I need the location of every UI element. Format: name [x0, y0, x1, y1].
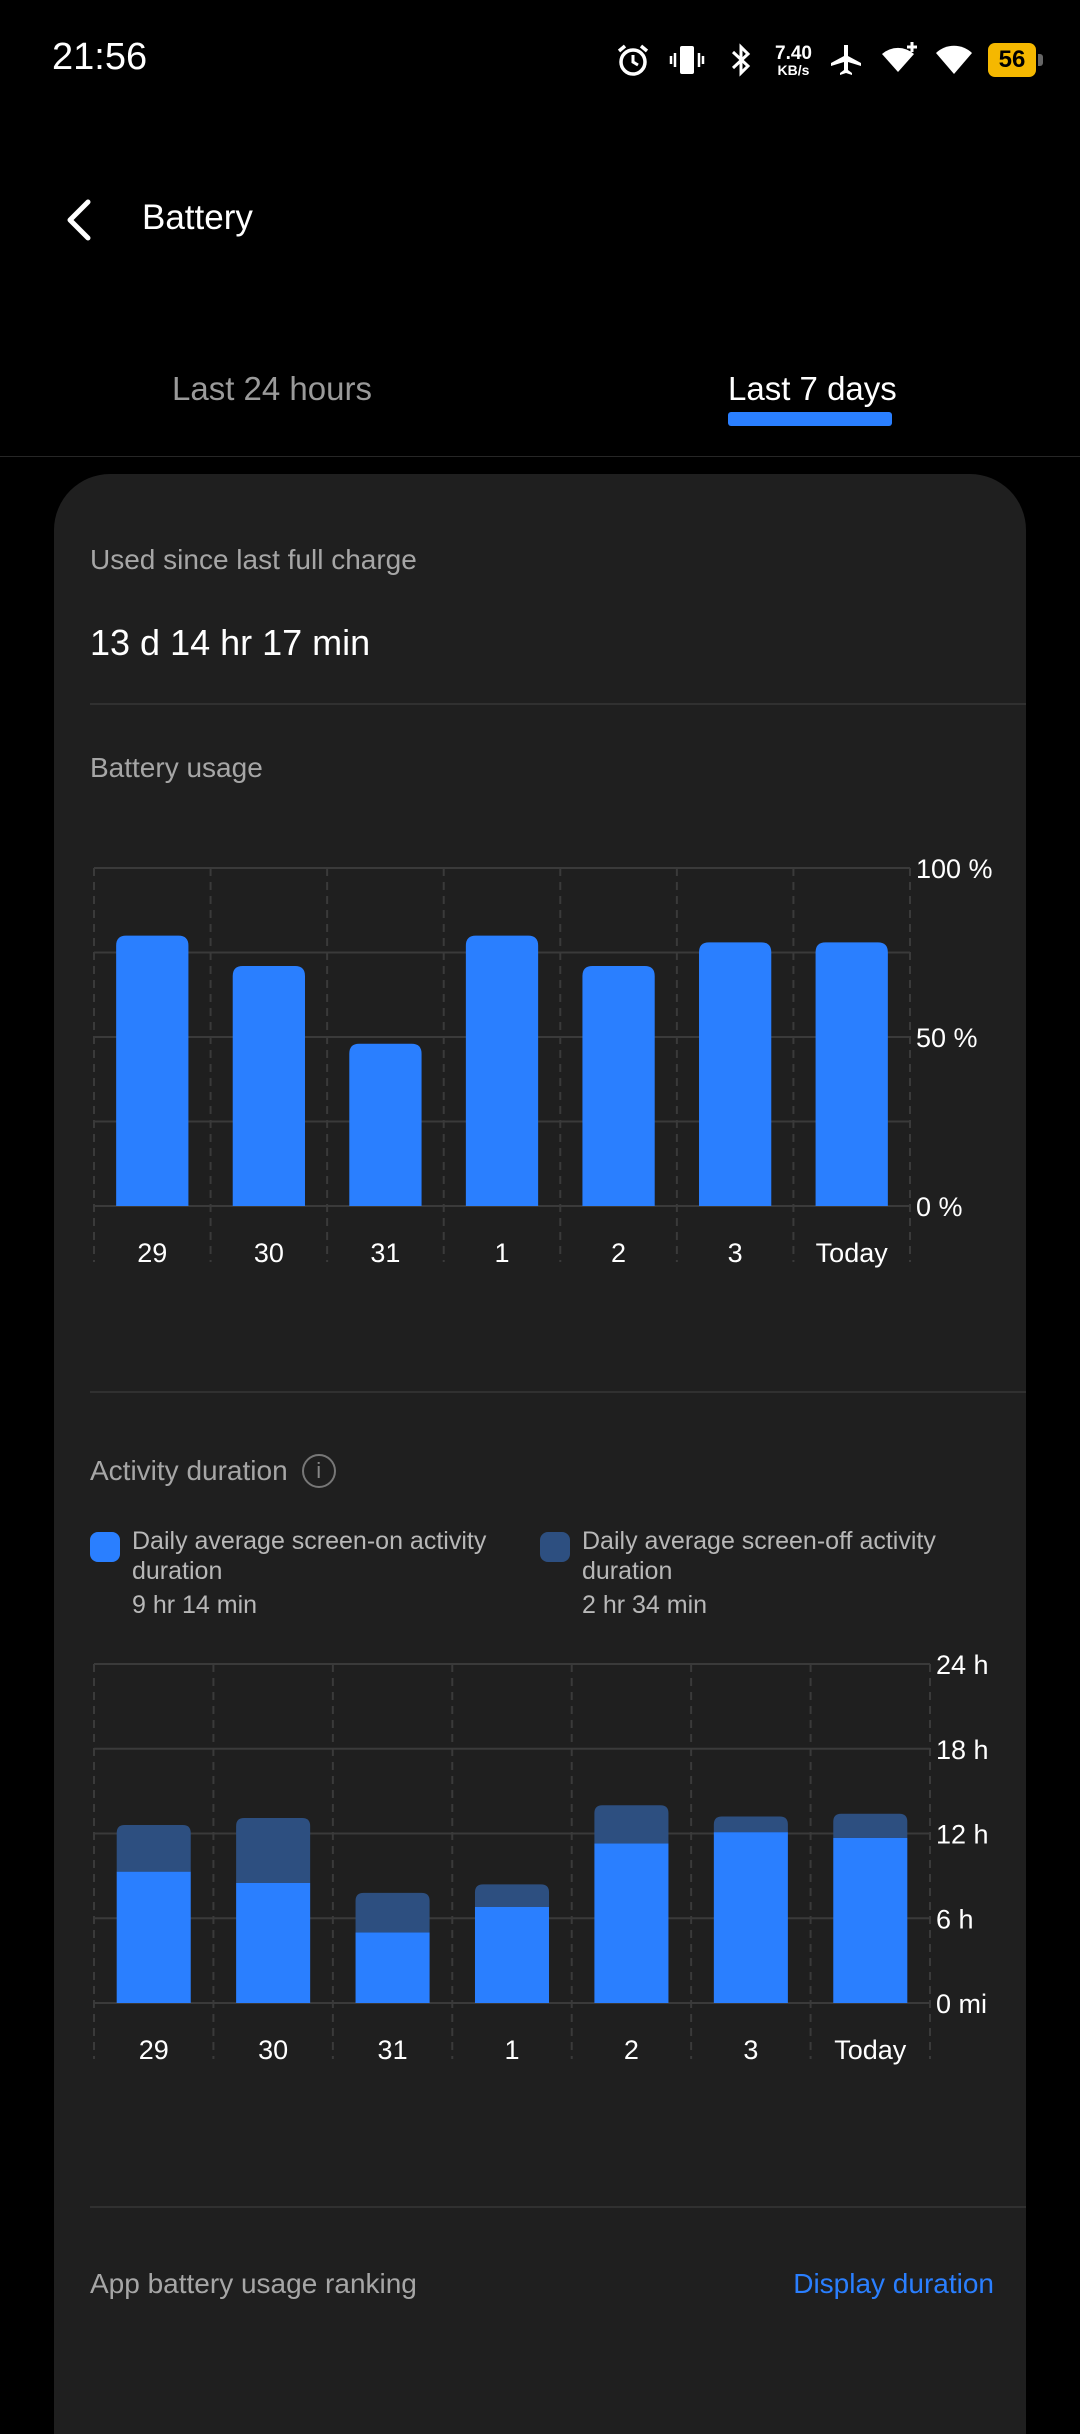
wifi-plus-icon [880, 40, 920, 80]
y-tick-label: 100 % [916, 854, 993, 884]
legend-swatch-screen-off [540, 1532, 570, 1562]
bar-29 [116, 935, 189, 1206]
y-tick-label: 12 h [936, 1820, 989, 1850]
y-tick-label: 0 % [916, 1192, 963, 1222]
legend-screen-on-text: Daily average screen-on activity duratio… [132, 1527, 487, 1585]
battery-usage-label: Battery usage [90, 752, 263, 783]
x-tick-label: 3 [728, 1238, 743, 1268]
tab-indicator [728, 412, 892, 426]
y-tick-label: 24 h [936, 1650, 989, 1680]
bar-Today [815, 942, 888, 1206]
bar-segment-Today [833, 1837, 908, 2003]
activity-duration-chart[interactable]: 29 30 31 1 2 3 Today 24 h 18 h 12 h 6 h 0 mi [90, 1650, 1026, 2090]
x-tick-label: 2 [611, 1238, 626, 1268]
tab-last-24-hours[interactable]: Last 24 hours [172, 370, 372, 407]
ranking-row: App battery usage ranking Display durati… [90, 2268, 994, 2300]
wifi-icon [934, 40, 974, 80]
x-tick-label: Today [816, 1238, 889, 1268]
battery-level: 56 [998, 46, 1026, 73]
bar-segment-2 [594, 1805, 669, 1844]
battery-card: Used since last full charge 13 d 14 hr 1… [54, 474, 1026, 2434]
bar-1 [465, 935, 539, 1206]
divider [90, 1391, 1026, 1393]
bar-segment-1 [474, 1884, 550, 1907]
legend-swatch-screen-on [90, 1532, 120, 1562]
chevron-left-icon [67, 199, 91, 241]
x-tick-label: 29 [139, 2035, 169, 2065]
x-tick-label: 2 [624, 2035, 639, 2065]
x-tick-label: 29 [137, 1238, 167, 1268]
status-time: 21:56 [52, 36, 148, 78]
bar-segment-30 [236, 1817, 311, 1883]
app-ranking-label: App battery usage ranking [90, 2268, 417, 2299]
bar-segment-30 [236, 1882, 311, 2003]
bar-segment-29 [116, 1825, 191, 1872]
legend-screen-on: Daily average screen-on activity duratio… [90, 1526, 512, 1620]
x-tick-label: 30 [258, 2035, 288, 2065]
airplane-icon [826, 40, 866, 80]
battery-usage-chart[interactable]: 29 30 31 1 2 3 Today 100 % 50 % 0 % [90, 854, 1026, 1294]
divider [90, 2206, 1026, 2208]
x-tick-label: 3 [743, 2035, 758, 2065]
info-icon[interactable]: i [301, 1454, 336, 1488]
bar-segment-31 [355, 1932, 430, 2003]
period-tabs: Last 24 hours Last 7 days [0, 360, 1080, 457]
battery-icon: 56 [988, 43, 1043, 77]
vibrate-icon [667, 40, 707, 80]
page-title: Battery [142, 198, 253, 237]
bar-segment-3 [713, 1816, 788, 1833]
x-tick-label: 30 [254, 1238, 284, 1268]
bar-31 [349, 1043, 422, 1206]
app-header: Battery [0, 180, 1080, 260]
network-speed: 7.40 KB/s [775, 42, 812, 78]
bar-segment-2 [594, 1843, 669, 2003]
bar-segment-29 [116, 1871, 191, 2003]
activity-duration-header: Activity duration i [90, 1454, 336, 1488]
status-bar: 21:56 7.40 KB/s 56 [0, 0, 1080, 120]
y-tick-label: 18 h [936, 1735, 989, 1765]
bar-segment-31 [355, 1892, 430, 1933]
tab-last-7-days[interactable]: Last 7 days [728, 370, 897, 407]
y-tick-label: 0 mi [936, 1989, 987, 2019]
legend-screen-off-duration: 2 hr 34 min [582, 1591, 708, 1619]
x-tick-label: 1 [504, 2035, 519, 2065]
y-tick-label: 50 % [916, 1023, 978, 1053]
legend-screen-on-duration: 9 hr 14 min [132, 1591, 258, 1619]
activity-duration-label: Activity duration [90, 1455, 288, 1486]
legend-screen-off: Daily average screen-off activity durati… [540, 1526, 962, 1620]
used-since-value: 13 d 14 hr 17 min [90, 622, 371, 663]
status-icons: 7.40 KB/s 56 [613, 38, 1043, 82]
legend-screen-off-text: Daily average screen-off activity durati… [582, 1527, 936, 1585]
back-button[interactable] [52, 192, 108, 248]
used-since-label: Used since last full charge [90, 544, 417, 575]
x-tick-label: 31 [378, 2035, 408, 2065]
divider [90, 703, 1026, 705]
bar-2 [582, 966, 655, 1206]
alarm-icon [613, 40, 653, 80]
display-duration-link[interactable]: Display duration [793, 2268, 994, 2299]
x-tick-label: Today [834, 2035, 907, 2065]
bluetooth-icon [721, 40, 761, 80]
x-tick-label: 31 [370, 1238, 400, 1268]
x-tick-label: 1 [494, 1238, 509, 1268]
bar-segment-Today [833, 1813, 908, 1838]
bar-3 [699, 942, 772, 1206]
bar-30 [232, 966, 305, 1206]
bar-segment-1 [474, 1906, 550, 2003]
bar-segment-3 [713, 1832, 788, 2003]
y-tick-label: 6 h [936, 1904, 974, 1934]
